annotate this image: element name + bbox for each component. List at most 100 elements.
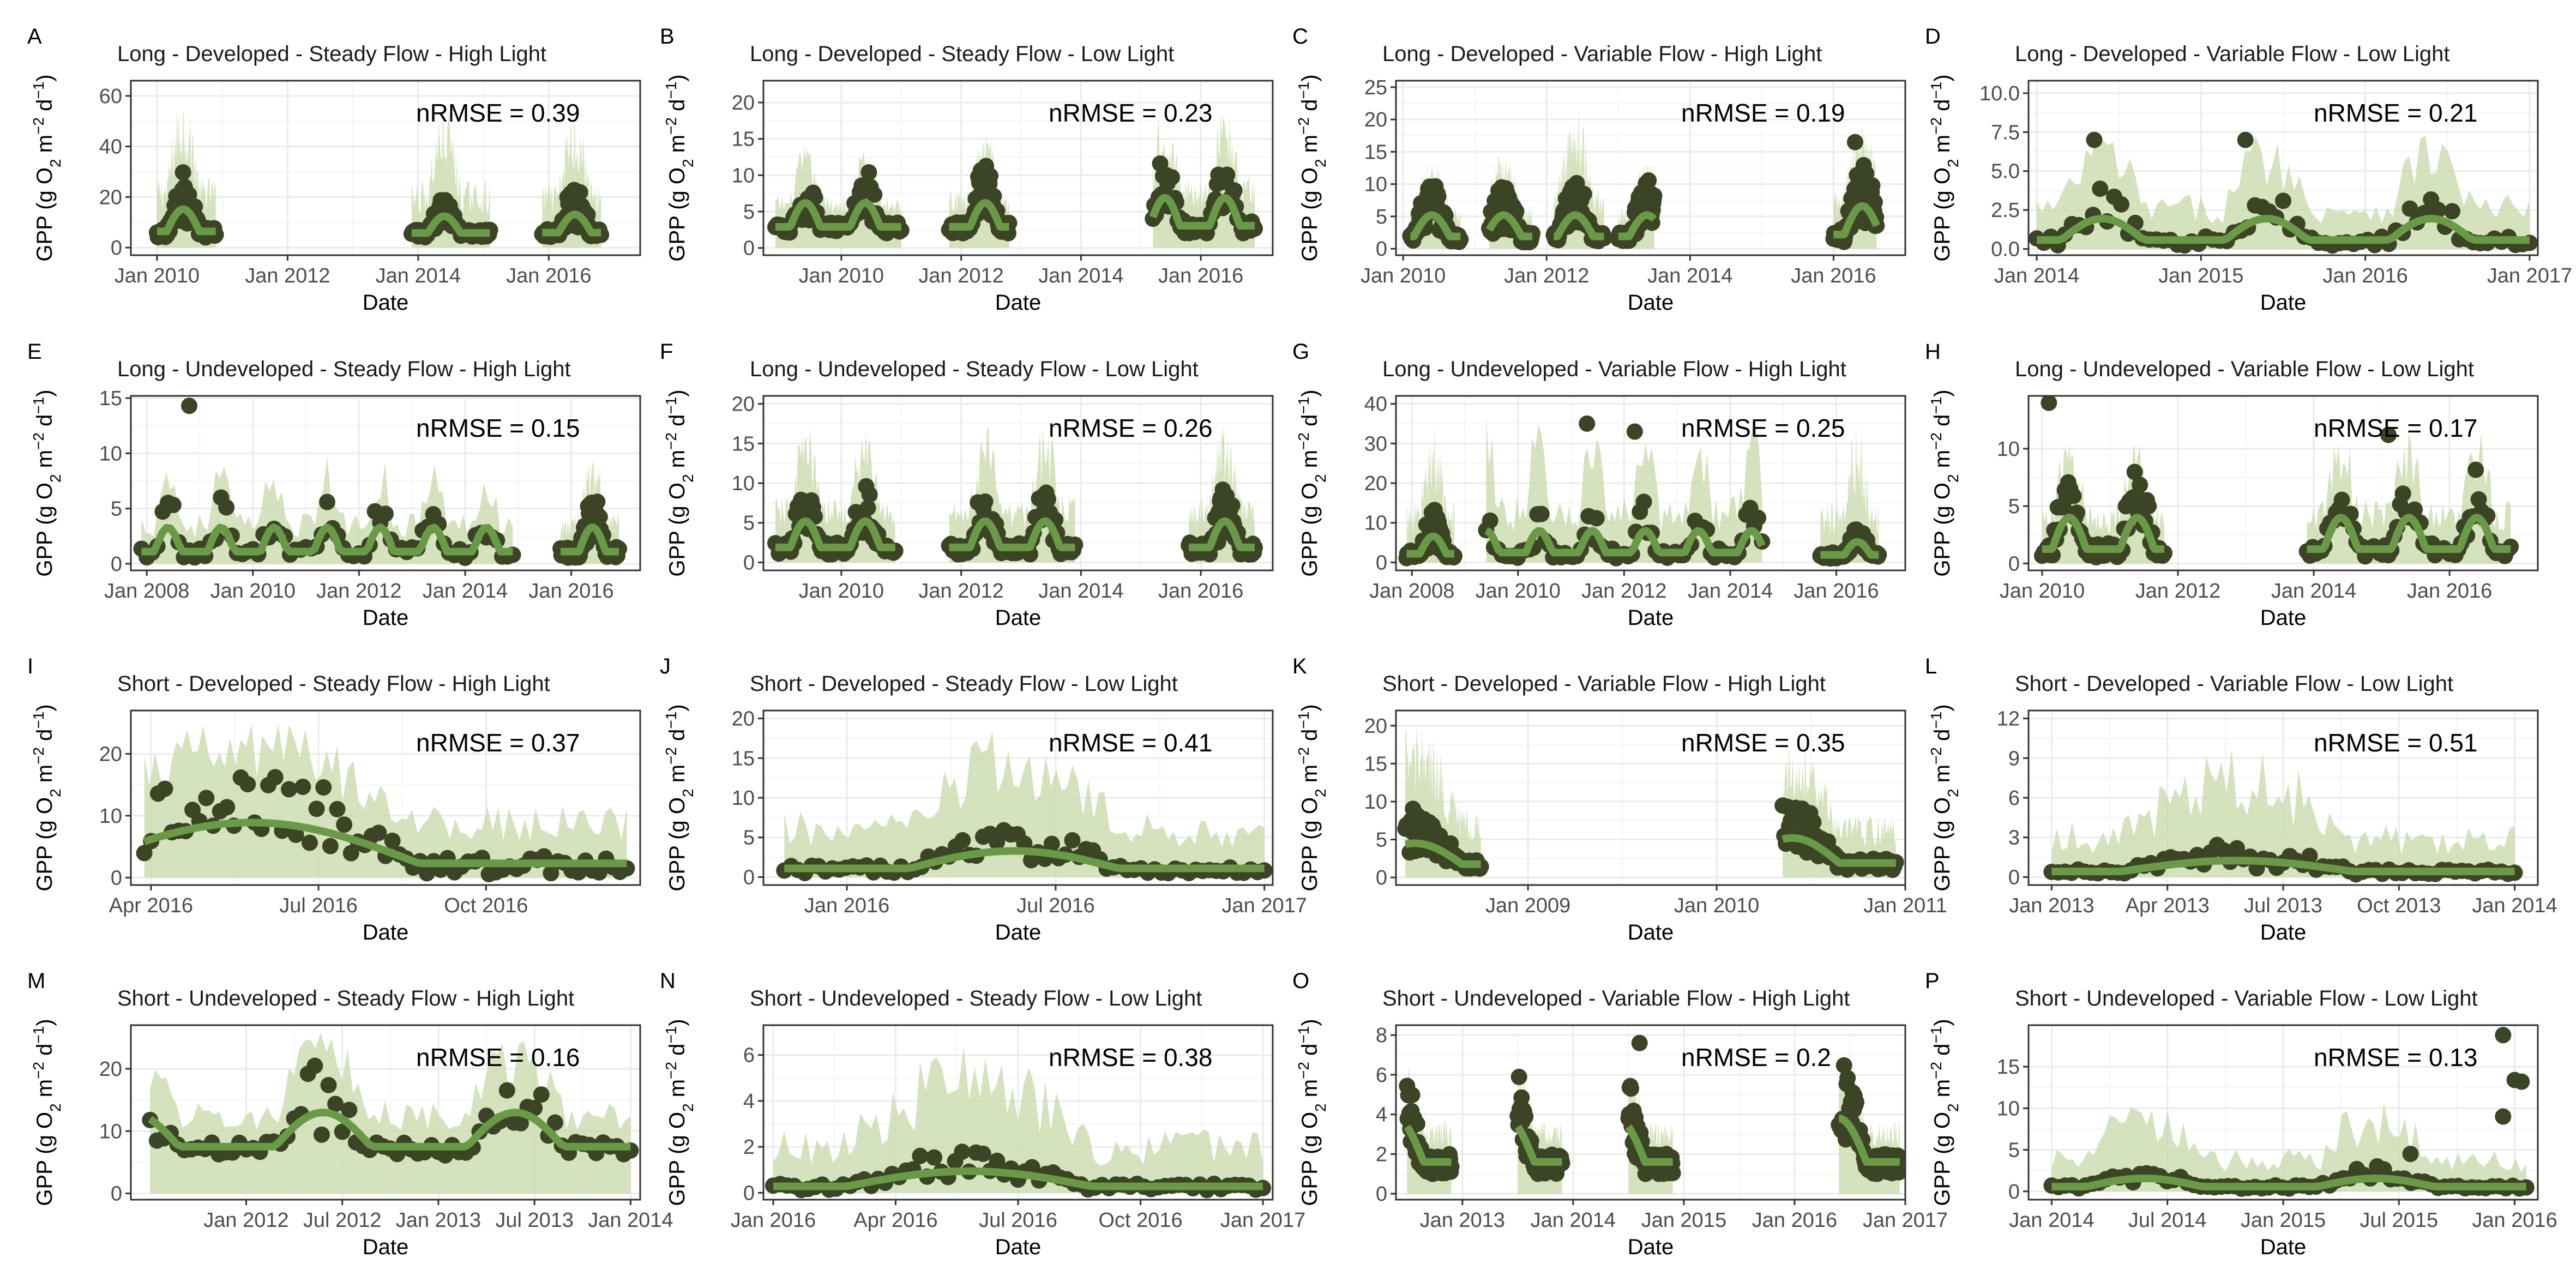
observed-outlier-point <box>2495 1108 2512 1125</box>
observed-point <box>1750 509 1767 526</box>
observed-point <box>2113 196 2130 213</box>
panel-letter: I <box>27 654 33 678</box>
y-tick-label: 15 <box>732 128 755 151</box>
observed-point <box>313 1126 330 1143</box>
y-tick-label: 0 <box>111 237 122 260</box>
predicted-line <box>1149 194 1257 230</box>
observed-point <box>1864 177 1881 194</box>
plot-border <box>2027 395 2539 571</box>
y-tick-label: 20 <box>99 743 122 766</box>
x-tick-label: Jan 2016 <box>2407 580 2492 603</box>
predicted-line <box>1484 527 1766 557</box>
x-tick-label: Jan 2010 <box>1674 894 1759 917</box>
nrmse-label: nRMSE = 0.39 <box>416 99 580 127</box>
panel-title: Short - Developed - Variable Flow - Low … <box>2015 672 2453 696</box>
data-layer <box>767 422 1263 563</box>
x-tick-label: Jul 2012 <box>303 1209 382 1232</box>
y-tick-label: 8 <box>1376 1024 1387 1047</box>
x-axis-title: Date <box>1628 920 1674 944</box>
predicted-line <box>1817 538 1882 559</box>
x-tick-label: Jan 2016 <box>1793 580 1879 603</box>
y-tick-label: 3 <box>2008 827 2020 850</box>
predicted-line <box>557 523 622 556</box>
data-layer <box>148 102 610 248</box>
x-axis-title: Date <box>995 920 1042 944</box>
predicted-line <box>2051 857 2515 876</box>
data-layer <box>1398 415 1887 567</box>
x-tick-label: Oct 2016 <box>1098 1209 1182 1232</box>
nrmse-label: nRMSE = 0.19 <box>1681 99 1845 127</box>
x-tick-label: Jan 2017 <box>1863 1209 1948 1232</box>
y-tick-label: 0 <box>2008 552 2020 575</box>
y-axis-title: GPP (g O2 m−2 d−1) <box>1928 389 1961 576</box>
x-axis-title: Date <box>2260 291 2307 315</box>
y-tick-label: 15 <box>732 432 755 455</box>
panel-title: Long - Undeveloped - Steady Flow - High … <box>117 357 571 381</box>
y-axis-title: GPP (g O2 m−2 d−1) <box>1295 74 1329 261</box>
observed-point <box>322 838 339 854</box>
observed-point <box>308 801 325 817</box>
y-tick-label: 15 <box>1364 753 1387 775</box>
observed-point <box>336 816 353 833</box>
panel-g: G Long - Undeveloped - Variable Flow - Hi… <box>1292 340 1906 630</box>
observed-outlier-point <box>1846 134 1863 151</box>
predicted-line <box>408 212 493 237</box>
panel-e: E Long - Undeveloped - Steady Flow - High… <box>27 340 641 630</box>
predicted-line <box>947 517 1078 551</box>
panel-c: C Long - Developed - Variable Flow - High… <box>1292 25 1906 315</box>
panel-title: Short - Undeveloped - Steady Flow - High… <box>117 986 574 1010</box>
x-tick-label: Jan 2010 <box>115 264 200 287</box>
x-axis-title: Date <box>363 291 409 315</box>
observed-point <box>989 1152 1006 1169</box>
x-tick-label: Jan 2016 <box>506 264 591 287</box>
observed-point <box>2065 487 2082 504</box>
y-axis-title: GPP (g O2 m−2 d−1) <box>1295 1019 1329 1206</box>
prediction-interval-band <box>773 1046 1263 1193</box>
x-tick-label: Jan 2014 <box>376 264 461 287</box>
observed-point <box>1835 1057 1852 1074</box>
predicted-line <box>1835 1114 1903 1166</box>
observed-point <box>977 493 994 510</box>
predicted-line <box>1485 211 1536 240</box>
y-tick-label: 4 <box>743 1090 755 1113</box>
plot-border <box>1395 80 1906 256</box>
y-tick-label: 10 <box>99 805 122 828</box>
observed-point <box>591 508 608 525</box>
predicted-line <box>2037 214 2530 244</box>
panel-title: Long - Developed - Variable Flow - High … <box>1382 42 1822 66</box>
observed-point <box>1224 497 1241 514</box>
y-axis-title: GPP (g O2 m−2 d−1) <box>30 704 64 891</box>
observed-point <box>498 1082 515 1099</box>
x-axis-title: Date <box>1628 606 1674 630</box>
observed-point <box>1226 182 1243 199</box>
observed-point <box>859 499 876 516</box>
observed-point <box>294 778 311 795</box>
predicted-line <box>1780 834 1899 867</box>
nrmse-label: nRMSE = 0.21 <box>2314 99 2477 127</box>
panel-letter: H <box>1925 340 1941 364</box>
observed-point <box>1482 512 1498 529</box>
panel-letter: F <box>660 340 673 364</box>
observed-point <box>1513 1089 1530 1106</box>
y-tick-label: 30 <box>1364 432 1387 455</box>
nrmse-label: nRMSE = 0.13 <box>2314 1043 2477 1072</box>
predicted-line <box>1550 211 1608 240</box>
y-axis-title: GPP (g O2 m−2 d−1) <box>663 74 696 261</box>
observed-point <box>985 188 1002 204</box>
observed-point <box>1533 505 1550 522</box>
predicted-line <box>143 818 627 868</box>
panel-title: Short - Developed - Steady Flow - Low Li… <box>750 672 1178 696</box>
nrmse-label: nRMSE = 0.16 <box>416 1043 580 1072</box>
y-tick-label: 0 <box>1376 866 1387 889</box>
y-tick-label: 12 <box>1997 708 2020 731</box>
nrmse-label: nRMSE = 0.38 <box>1049 1043 1212 1072</box>
panel-letter: G <box>1292 340 1309 364</box>
y-tick-label: 5 <box>1376 206 1387 228</box>
y-tick-label: 0 <box>743 1182 755 1205</box>
data-layer <box>133 398 628 566</box>
observed-point <box>370 824 387 841</box>
prediction-interval-band <box>2037 136 2530 249</box>
x-tick-label: Jan 2013 <box>396 1209 481 1232</box>
y-tick-label: 6 <box>2008 787 2020 810</box>
data-layer <box>142 1032 639 1194</box>
